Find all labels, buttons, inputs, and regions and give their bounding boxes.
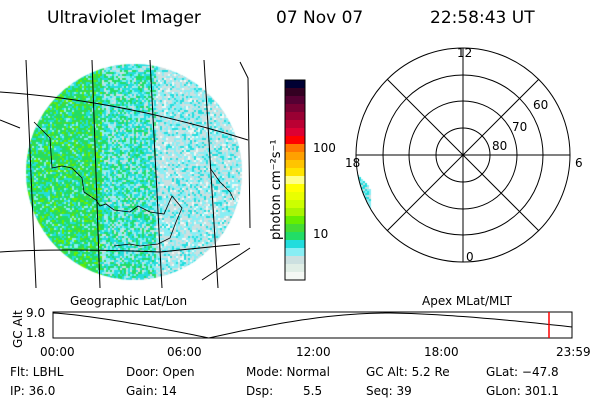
ip-info: IP: 36.0 — [10, 384, 56, 398]
door-info: Door: Open — [126, 365, 195, 379]
mlt-label-18: 18 — [345, 156, 361, 170]
xtick-2359: 23:59 — [556, 345, 591, 359]
coastline — [33, 121, 235, 247]
colorbar-segment — [285, 144, 305, 153]
colorbar-tick-100: 100 — [313, 141, 336, 155]
colorbar-segment — [285, 176, 305, 185]
mlat-label-70: 70 — [512, 120, 528, 134]
xtick-1200: 12:00 — [296, 345, 331, 359]
mlt-line — [386, 78, 540, 232]
colorbar-segment — [285, 208, 305, 217]
colorbar-segment — [285, 160, 305, 169]
glat-info: GLat: −47.8 — [486, 365, 559, 379]
date-label: 07 Nov 07 — [276, 8, 364, 28]
mlat-label-80: 80 — [492, 139, 508, 153]
mlt-label-0: 0 — [466, 250, 474, 264]
geographic-label: Geographic Lat/Lon — [70, 294, 188, 308]
colorbar-segment — [285, 232, 305, 241]
colorbar-segment — [285, 272, 305, 281]
colorbar-segment — [285, 96, 305, 105]
colorbar-segment — [285, 240, 305, 249]
colorbar-segment — [285, 264, 305, 273]
mlt-label-6: 6 — [575, 156, 583, 170]
colorbar-segment — [285, 224, 305, 233]
apex-label: Apex MLat/MLT — [422, 294, 512, 308]
colorbar-segment — [285, 128, 305, 137]
gc-alt-info: GC Alt: 5.2 Re — [366, 365, 450, 379]
colorbar-segment — [285, 88, 305, 97]
colorbar-segment — [285, 216, 305, 225]
colorbar-segment — [285, 248, 305, 257]
colorbar-segment — [285, 136, 305, 145]
colorbar — [285, 80, 305, 281]
colorbar-frame — [284, 79, 306, 281]
ytick-9: 9.0 — [26, 306, 46, 320]
ytick-1.8: 1.8 — [26, 326, 46, 340]
colorbar-segment — [285, 256, 305, 265]
filter-info: Flt: LBHL — [10, 365, 64, 379]
mlat-label-60: 60 — [533, 98, 549, 112]
instrument-title: Ultraviolet Imager — [47, 8, 201, 28]
xtick-0000: 00:00 — [40, 345, 75, 359]
colorbar-segment — [285, 120, 305, 129]
apex-polar-grid — [355, 47, 571, 263]
colorbar-tick-10: 10 — [313, 227, 329, 241]
colorbar-segment — [285, 192, 305, 201]
gc-altitude-curve — [52, 312, 573, 339]
colorbar-segment — [285, 184, 305, 193]
colorbar-segment — [285, 112, 305, 121]
dsp-value: 5.5 — [303, 384, 323, 398]
colorbar-segment — [285, 200, 305, 209]
glon-info: GLon: 301.1 — [486, 384, 559, 398]
mode-info: Mode: Normal — [246, 365, 330, 379]
colorbar-segment — [285, 168, 305, 177]
colorbar-segment — [285, 104, 305, 113]
timeline-ylabel: GC Alt — [11, 310, 25, 348]
colorbar-label: photon cm⁻²s⁻¹ — [269, 139, 284, 240]
xtick-0600: 06:00 — [167, 345, 202, 359]
dsp-label: Dsp: — [246, 384, 274, 398]
xtick-1800: 18:00 — [424, 345, 459, 359]
seq-info: Seq: 39 — [366, 384, 412, 398]
time-label: 22:58:43 UT — [430, 8, 535, 28]
colorbar-segment — [285, 80, 305, 89]
mlt-label-12: 12 — [457, 46, 473, 60]
colorbar-segment — [285, 152, 305, 161]
geographic-grid-lines — [0, 59, 251, 289]
gain-info: Gain: 14 — [126, 384, 177, 398]
timeline-frame — [52, 311, 573, 339]
